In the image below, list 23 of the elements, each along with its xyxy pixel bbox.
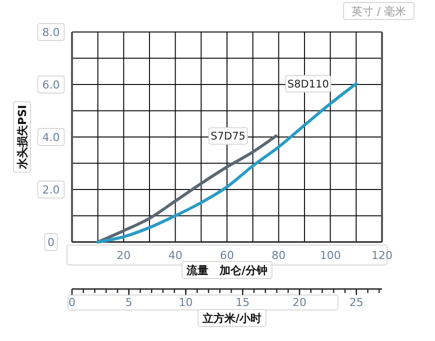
- x2-tick-label: 5: [125, 296, 132, 309]
- x2-tick-label: 15: [236, 296, 250, 309]
- y-axis-title: 水头损失PSI: [16, 104, 29, 170]
- x2-tick-label: 10: [178, 296, 193, 309]
- x-tick-label: 20: [116, 248, 131, 262]
- x-axis-title: 流量 加仑/分钟: [185, 264, 268, 277]
- x-tick-label: 120: [372, 248, 392, 262]
- series-label: S7D75: [210, 130, 246, 143]
- x2-tick-label: 20: [292, 296, 307, 309]
- series-label: S8D110: [287, 78, 329, 90]
- x-tick-label: 100: [320, 248, 341, 262]
- y-tick-label: 2.0: [42, 183, 60, 196]
- y-tick-label: 0: [48, 236, 54, 249]
- y-tick-label: 8.0: [42, 26, 60, 39]
- y-tick-label: 4.0: [42, 130, 60, 144]
- x-tick-label: 80: [272, 248, 286, 262]
- x2-tick-label: 0: [68, 296, 76, 309]
- x2-axis-title: 立方米/小时: [201, 312, 262, 325]
- text: 英寸 / 毫米: [351, 4, 406, 18]
- y-tick-label: 6.0: [42, 78, 60, 92]
- x-tick-label: 40: [168, 248, 182, 262]
- x-tick-label: 60: [220, 248, 234, 262]
- x2-tick-label: 25: [349, 296, 364, 309]
